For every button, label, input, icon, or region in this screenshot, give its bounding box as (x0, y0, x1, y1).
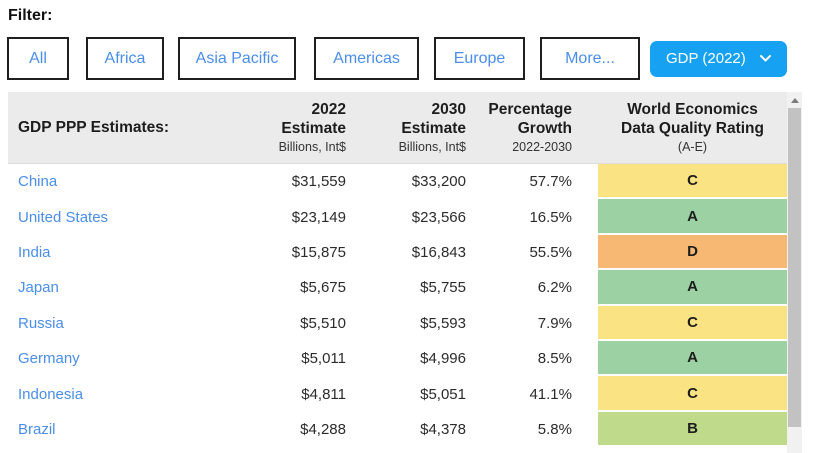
country-cell: Russia (8, 306, 236, 341)
scroll-up-button[interactable] (787, 92, 802, 108)
table-row: Germany $5,011 $4,996 8.5% A (8, 340, 802, 376)
column-header-2022-estimate: 2022 Estimate Billions, Int$ (278, 101, 346, 154)
filter-button-group: All Africa Asia Pacific Americas Europe More.… (7, 37, 650, 80)
metric-dropdown-value: GDP (2022) (666, 50, 746, 67)
country-link[interactable]: Germany (18, 350, 80, 368)
table-row: Indonesia $4,811 $5,051 41.1% C (8, 376, 802, 411)
quality-rating-badge: C (598, 376, 787, 410)
quality-rating-badge: C (598, 305, 787, 339)
est2030-value: $5,051 (420, 385, 466, 403)
growth-value: 55.5% (529, 243, 572, 261)
country-link[interactable]: Japan (18, 279, 59, 297)
est2022-value: $23,149 (291, 208, 346, 226)
rating-cell: A (598, 270, 787, 305)
table-title-cell: GDP PPP Estimates: (8, 92, 236, 163)
growth-value: 57.7% (529, 173, 572, 191)
country-cell: Brazil (8, 412, 236, 447)
est2030-value: $33,200 (411, 173, 466, 191)
vertical-scrollbar[interactable] (787, 92, 802, 453)
est2022-value: $5,510 (300, 314, 346, 332)
quality-rating-badge: B (598, 411, 787, 446)
country-link[interactable]: Russia (18, 314, 64, 332)
filter-button-all[interactable]: All (7, 37, 69, 80)
growth-value: 7.9% (537, 314, 572, 332)
country-cell: India (8, 235, 236, 270)
table-body: China $31,559 $33,200 57.7% C United States $2… (8, 164, 802, 447)
country-cell: Japan (8, 270, 236, 305)
est2022-value: $31,559 (291, 173, 346, 191)
column-header-2030-estimate: 2030 Estimate Billions, Int$ (398, 101, 466, 154)
est2030-value: $23,566 (411, 208, 466, 226)
table-row: Brazil $4,288 $4,378 5.8% B (8, 411, 802, 447)
est2030-value: $16,843 (411, 243, 466, 261)
rating-cell: C (598, 305, 787, 341)
quality-rating-badge: A (598, 199, 787, 233)
quality-rating-badge: A (598, 340, 787, 375)
country-cell: United States (8, 199, 236, 234)
filter-button-africa[interactable]: Africa (86, 37, 164, 80)
quality-rating-badge: A (598, 270, 787, 304)
rating-cell: A (598, 340, 787, 376)
est2022-value: $5,011 (301, 350, 346, 368)
country-link[interactable]: Brazil (18, 420, 56, 438)
table-header-row: GDP PPP Estimates: 2022 Estimate Billion… (8, 92, 802, 164)
growth-value: 41.1% (529, 385, 572, 403)
filter-button-europe[interactable]: Europe (434, 37, 525, 80)
est2022-value: $4,288 (300, 420, 346, 438)
country-link[interactable]: India (18, 243, 51, 261)
table-title: GDP PPP Estimates: (18, 118, 170, 136)
column-header-data-quality-rating: World Economics Data Quality Rating (A-E… (621, 101, 764, 154)
est2030-value: $4,996 (420, 350, 466, 368)
table-row: China $31,559 $33,200 57.7% C (8, 164, 802, 199)
growth-value: 8.5% (537, 350, 572, 368)
scrollbar-thumb[interactable] (788, 108, 801, 427)
quality-rating-badge: C (598, 164, 787, 198)
gdp-ppp-table: GDP PPP Estimates: 2022 Estimate Billion… (8, 92, 802, 453)
rating-cell: C (598, 376, 787, 411)
est2022-value: $15,875 (291, 243, 346, 261)
filter-row: All Africa Asia Pacific Americas Europe More.… (7, 37, 787, 80)
growth-value: 5.8% (537, 420, 572, 438)
table-row: Russia $5,510 $5,593 7.9% C (8, 305, 802, 341)
est2030-value: $5,755 (420, 279, 466, 297)
filter-button-asia-pacific[interactable]: Asia Pacific (178, 37, 296, 80)
rating-cell: A (598, 199, 787, 234)
growth-value: 16.5% (529, 208, 572, 226)
country-link[interactable]: Indonesia (18, 385, 84, 403)
rating-cell: D (598, 234, 787, 270)
table-row: India $15,875 $16,843 55.5% D (8, 234, 802, 270)
est2030-value: $4,378 (420, 420, 466, 438)
est2022-value: $4,811 (301, 385, 346, 403)
filter-button-americas[interactable]: Americas (314, 37, 419, 80)
quality-rating-badge: D (598, 234, 787, 269)
metric-dropdown[interactable]: GDP (2022) (650, 40, 787, 77)
rating-cell: C (598, 164, 787, 199)
country-cell: Indonesia (8, 376, 236, 411)
chevron-down-icon (759, 55, 771, 62)
country-cell: China (8, 164, 236, 199)
filter-button-more[interactable]: More... (540, 37, 640, 80)
growth-value: 6.2% (537, 279, 572, 297)
country-cell: Germany (8, 341, 236, 376)
table-row: United States $23,149 $23,566 16.5% A (8, 199, 802, 234)
filter-label: Filter: (8, 7, 53, 24)
table-row: Japan $5,675 $5,755 6.2% A (8, 270, 802, 305)
triangle-up-icon (790, 97, 799, 103)
est2030-value: $5,593 (420, 314, 466, 332)
rating-cell: B (598, 411, 787, 447)
country-link[interactable]: United States (18, 208, 109, 226)
country-link[interactable]: China (18, 173, 58, 191)
est2022-value: $5,675 (300, 279, 346, 297)
column-header-percentage-growth: Percentage Growth 2022-2030 (488, 101, 572, 154)
